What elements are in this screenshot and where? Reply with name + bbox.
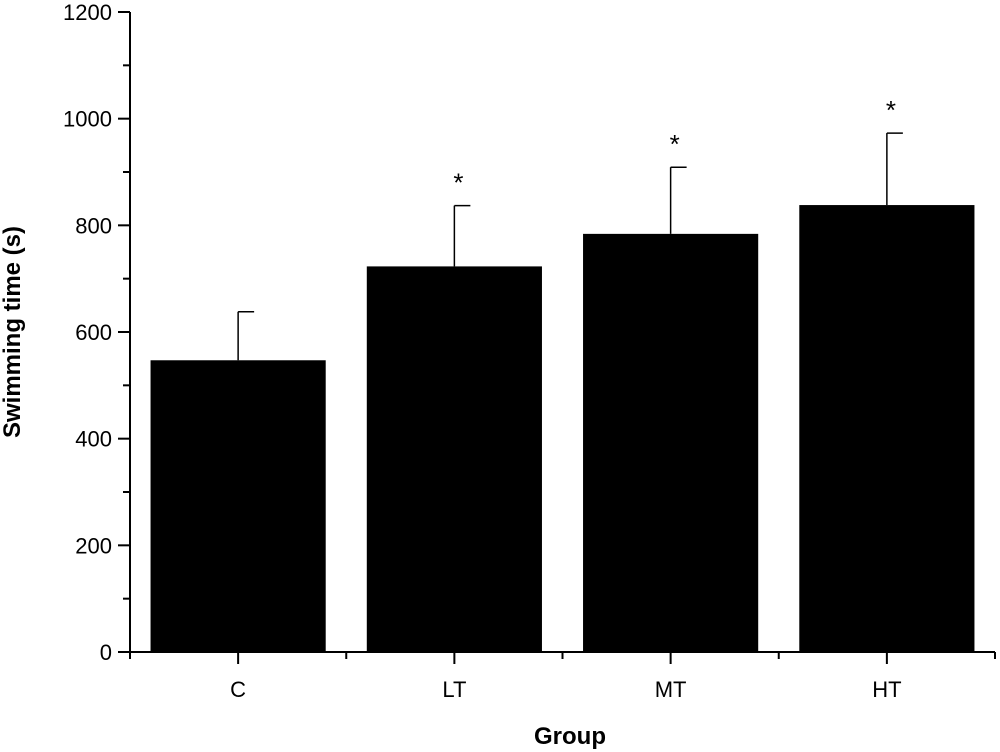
y-tick-label: 600 <box>75 320 112 345</box>
y-tick-label: 0 <box>100 640 112 665</box>
x-tick-label: MT <box>655 677 687 702</box>
bar-ht <box>799 205 975 653</box>
significance-marker: * <box>453 168 463 198</box>
bar-mt <box>583 233 759 652</box>
y-tick-label: 400 <box>75 427 112 452</box>
x-tick-label: LT <box>442 677 466 702</box>
x-axis-title: Group <box>534 723 606 750</box>
y-tick-label: 200 <box>75 533 112 558</box>
y-axis: 0 200 400 600 800 1000 1200 <box>63 0 131 665</box>
y-axis-title: Swimming time (s) <box>0 226 26 438</box>
x-tick-label: C <box>230 677 246 702</box>
x-axis: C LT MT HT <box>129 651 996 702</box>
bars: * * * <box>150 95 975 653</box>
y-tick-label: 1200 <box>63 0 112 25</box>
significance-marker: * <box>670 129 680 159</box>
bar-lt <box>366 266 542 652</box>
x-tick-label: HT <box>872 677 901 702</box>
bar-c <box>150 360 326 652</box>
significance-marker: * <box>886 95 896 125</box>
y-tick-label: 800 <box>75 213 112 238</box>
y-tick-label: 1000 <box>63 107 112 132</box>
